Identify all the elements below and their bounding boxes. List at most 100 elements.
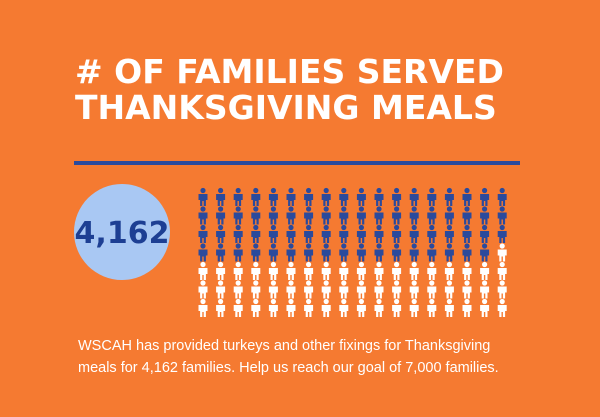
person-icon	[286, 298, 296, 317]
person-icon	[480, 206, 490, 225]
person-icon	[427, 224, 437, 243]
stat-value: 4,162	[75, 216, 170, 251]
person-icon	[427, 187, 437, 206]
person-icon	[304, 187, 314, 206]
person-icon	[233, 261, 243, 280]
title-line: # OF FAMILIES SERVED	[75, 52, 504, 91]
person-icon	[374, 206, 384, 225]
person-icon	[268, 280, 278, 299]
person-icon	[321, 261, 331, 280]
person-icon	[198, 206, 208, 225]
person-icon	[233, 206, 243, 225]
person-icon	[444, 187, 454, 206]
person-icon	[444, 206, 454, 225]
person-icon	[374, 261, 384, 280]
person-icon	[480, 187, 490, 206]
person-icon	[339, 206, 349, 225]
person-icon	[427, 298, 437, 317]
person-icon	[444, 298, 454, 317]
person-icon	[427, 206, 437, 225]
stat-circle	[74, 184, 170, 280]
person-icon	[480, 261, 490, 280]
person-icon	[216, 187, 226, 206]
icon-grid	[198, 187, 507, 317]
person-icon	[251, 243, 261, 262]
person-icon	[233, 243, 243, 262]
person-icon	[304, 261, 314, 280]
person-icon	[198, 187, 208, 206]
person-icon	[198, 261, 208, 280]
person-icon	[356, 298, 366, 317]
person-icon	[268, 261, 278, 280]
person-icon	[268, 298, 278, 317]
person-icon	[409, 280, 419, 299]
person-icon	[268, 224, 278, 243]
person-icon	[321, 224, 331, 243]
person-icon	[339, 261, 349, 280]
person-icon	[356, 261, 366, 280]
person-icon	[462, 224, 472, 243]
body-text: WSCAH has provided turkeys and other fix…	[78, 338, 490, 354]
person-icon	[444, 261, 454, 280]
person-icon	[409, 261, 419, 280]
person-icon	[356, 243, 366, 262]
person-icon	[216, 224, 226, 243]
person-icon	[251, 187, 261, 206]
person-icon	[268, 187, 278, 206]
person-icon	[409, 224, 419, 243]
person-icon	[497, 206, 507, 225]
person-icon	[198, 298, 208, 317]
person-icon	[233, 224, 243, 243]
person-icon	[321, 298, 331, 317]
person-icon	[233, 298, 243, 317]
person-icon	[497, 187, 507, 206]
person-icon	[374, 224, 384, 243]
person-icon	[216, 243, 226, 262]
person-icon	[304, 206, 314, 225]
person-icon	[462, 206, 472, 225]
person-icon	[198, 243, 208, 262]
person-icon	[374, 187, 384, 206]
person-icon	[268, 243, 278, 262]
person-icon	[286, 224, 296, 243]
person-icon	[462, 187, 472, 206]
person-icon	[286, 243, 296, 262]
person-icon	[216, 206, 226, 225]
person-icon	[304, 298, 314, 317]
person-icon	[497, 261, 507, 280]
person-icon	[304, 243, 314, 262]
person-icon	[286, 206, 296, 225]
person-icon	[444, 224, 454, 243]
person-icon	[286, 261, 296, 280]
title-line: THANKSGIVING MEALS	[75, 88, 497, 127]
person-icon	[392, 280, 402, 299]
person-icon	[392, 298, 402, 317]
person-icon	[374, 298, 384, 317]
person-icon	[339, 243, 349, 262]
person-icon	[339, 187, 349, 206]
person-icon	[233, 187, 243, 206]
person-icon	[304, 280, 314, 299]
person-icon	[392, 187, 402, 206]
person-icon	[444, 280, 454, 299]
person-icon	[233, 280, 243, 299]
person-icon	[497, 280, 507, 299]
person-icon	[321, 243, 331, 262]
person-icon	[286, 280, 296, 299]
person-icon	[374, 280, 384, 299]
person-icon	[216, 280, 226, 299]
person-icon	[251, 298, 261, 317]
person-icon	[392, 224, 402, 243]
person-icon	[198, 280, 208, 299]
person-icon	[216, 298, 226, 317]
person-icon	[427, 280, 437, 299]
person-icon	[409, 243, 419, 262]
person-icon	[480, 224, 490, 243]
person-icon	[356, 280, 366, 299]
person-icon	[321, 280, 331, 299]
person-icon	[409, 187, 419, 206]
person-icon	[480, 280, 490, 299]
person-icon	[339, 224, 349, 243]
person-icon	[480, 243, 490, 262]
